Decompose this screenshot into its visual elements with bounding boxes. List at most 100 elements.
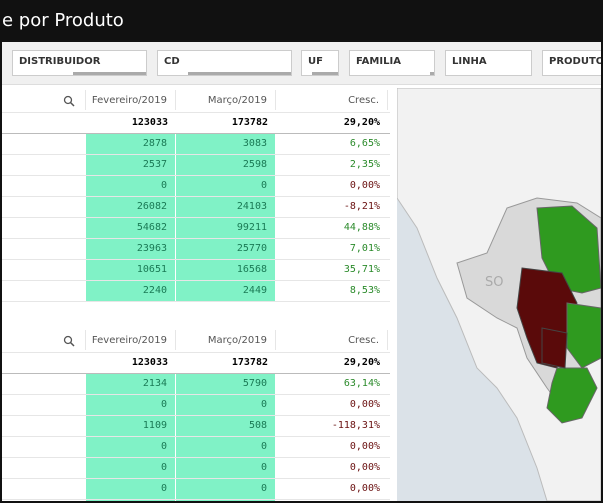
table-cell: 0	[86, 395, 176, 415]
row-label	[2, 479, 86, 499]
data-row: 0 0 0,00%	[2, 437, 390, 458]
data-row: 2878 3083 6,65%	[2, 134, 390, 155]
table-cell: 586	[86, 500, 176, 501]
table-cell: 35,71%	[343, 264, 380, 275]
total-cell: 123033	[131, 357, 168, 368]
row-label	[2, 458, 86, 478]
data-row: 0 0 0,00%	[2, 395, 390, 416]
table-cell: 0,00%	[349, 483, 380, 494]
filter-box[interactable]: DISTRIBUIDOR	[12, 50, 147, 76]
table-cell: 16568	[176, 260, 276, 280]
filter-selection-bar	[312, 72, 338, 75]
filter-label: PRODUTO	[549, 56, 603, 67]
total-cell: 173782	[231, 117, 268, 128]
column-header: Cresc.	[276, 90, 388, 110]
row-label	[2, 197, 86, 217]
data-row: 2537 2598 2,35%	[2, 155, 390, 176]
map: SO	[397, 88, 601, 501]
table-cell: 2134	[86, 374, 176, 394]
table-cell: -118,31%	[331, 420, 380, 431]
totals-row: 123033 173782 29,20%	[2, 113, 390, 134]
row-label	[2, 374, 86, 394]
table: Fevereiro/2019 Março/2019 Cresc. 123033 1737…	[2, 330, 390, 501]
row-label	[2, 416, 86, 436]
filter-label: CD	[164, 56, 180, 67]
table-cell: 0	[176, 479, 276, 499]
table-cell: 63,14%	[343, 378, 380, 389]
row-label	[2, 239, 86, 259]
filter-selection-bar	[430, 72, 434, 75]
table-cell: 0	[86, 458, 176, 478]
row-label	[2, 155, 86, 175]
row-label	[2, 218, 86, 238]
filter-box[interactable]: UF	[301, 50, 339, 76]
table-cell: 44,88%	[343, 222, 380, 233]
totals-row: 123033 173782 29,20%	[2, 353, 390, 374]
total-cell: 29,20%	[343, 357, 380, 368]
row-label	[2, 260, 86, 280]
data-row: 1109 508 -118,31%	[2, 416, 390, 437]
table-cell: 0	[176, 458, 276, 478]
table-cell: 24103	[176, 197, 276, 217]
table-cell: 2449	[176, 281, 276, 301]
total-cell: 123033	[131, 117, 168, 128]
table-cell: 0,00%	[349, 441, 380, 452]
data-row: 0 0 0,00%	[2, 479, 390, 500]
table-cell: 2878	[86, 134, 176, 154]
table-cell: 5790	[176, 374, 276, 394]
column-header: Fevereiro/2019	[86, 90, 176, 110]
table-cell: 8,53%	[349, 285, 380, 296]
data-row: 2240 2449 8,53%	[2, 281, 390, 302]
table-cell: 0,00%	[349, 180, 380, 191]
table-cell: 569	[176, 500, 276, 501]
table-cell: 0	[86, 437, 176, 457]
table-cell: 0,00%	[349, 399, 380, 410]
filter-box[interactable]: FAMILIA	[349, 50, 435, 76]
column-header: Fevereiro/2019	[86, 330, 176, 350]
table: Fevereiro/2019 Março/2019 Cresc. 123033 1737…	[2, 90, 390, 302]
row-label	[2, 281, 86, 301]
total-cell: 173782	[231, 357, 268, 368]
table-cell: 0	[86, 176, 176, 196]
filter-label: UF	[308, 56, 323, 67]
search-icon[interactable]	[2, 330, 86, 350]
table-cell: 23963	[86, 239, 176, 259]
table-cell: 2537	[86, 155, 176, 175]
table-cell: 25770	[176, 239, 276, 259]
table-cell: 10651	[86, 260, 176, 280]
data-row: 0 0 0,00%	[2, 458, 390, 479]
table-cell: 0	[176, 176, 276, 196]
column-header: Março/2019	[176, 330, 276, 350]
column-header: Cresc.	[276, 330, 388, 350]
header-row: Fevereiro/2019 Março/2019 Cresc.	[2, 330, 390, 353]
filter-box[interactable]: PRODUTO	[542, 50, 603, 76]
data-row: 0 0 0,00%	[2, 176, 390, 197]
table-cell: 2240	[86, 281, 176, 301]
filter-label: FAMILIA	[356, 56, 401, 67]
table-cell: 1109	[86, 416, 176, 436]
data-row: 10651 16568 35,71%	[2, 260, 390, 281]
row-label	[2, 437, 86, 457]
data-row: 26082 24103 -8,21%	[2, 197, 390, 218]
row-label	[2, 176, 86, 196]
filter-bar: DISTRIBUIDOR CD UF FAMILIA LINHA PRODUTO	[2, 42, 601, 85]
filter-box[interactable]: LINHA	[445, 50, 532, 76]
header-row: Fevereiro/2019 Março/2019 Cresc.	[2, 90, 390, 113]
sheet-title: e por Produto	[2, 10, 124, 31]
table-cell: 99211	[176, 218, 276, 238]
table-cell: 0	[86, 479, 176, 499]
filter-selection-bar	[188, 72, 291, 75]
table-cell: 2,35%	[349, 159, 380, 170]
table-cell: 26082	[86, 197, 176, 217]
search-icon[interactable]	[2, 90, 86, 110]
table-cell: 2598	[176, 155, 276, 175]
filter-selection-bar	[73, 72, 146, 75]
table-cell: 0	[176, 437, 276, 457]
table-cell: 0,00%	[349, 462, 380, 473]
filter-label: DISTRIBUIDOR	[19, 56, 101, 67]
title-bar: e por Produto	[2, 2, 601, 42]
row-label	[2, 353, 86, 373]
table-cell: 54682	[86, 218, 176, 238]
filter-box[interactable]: CD	[157, 50, 292, 76]
